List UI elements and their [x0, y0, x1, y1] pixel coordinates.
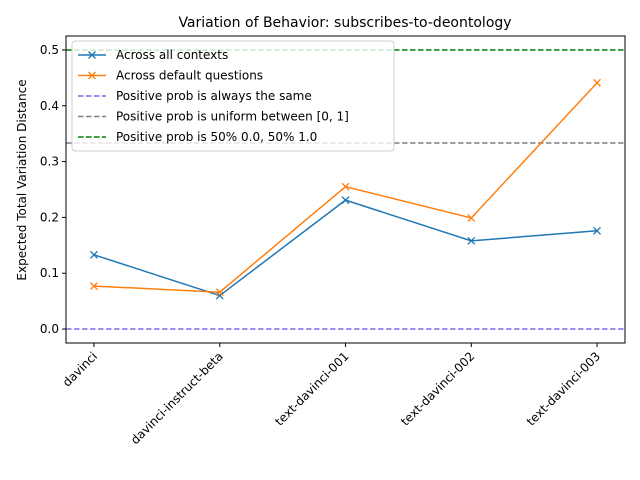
- legend-marker: [88, 71, 96, 80]
- data-point: [593, 226, 602, 235]
- y-tick-label: 0.0: [40, 322, 59, 336]
- data-point: [341, 196, 350, 205]
- data-point: [215, 288, 224, 297]
- chart-title: Variation of Behavior: subscribes-to-deo…: [178, 15, 511, 31]
- x-tick-label: davinci: [60, 349, 100, 389]
- y-axis: 0.0 0.1 0.2 0.3 0.4 0.5: [40, 43, 66, 336]
- legend-marker: [88, 51, 96, 59]
- legend-label: Across all contexts: [116, 48, 228, 62]
- data-point: [467, 214, 476, 222]
- y-tick-label: 0.4: [40, 99, 59, 113]
- y-axis-label: Expected Total Variation Distance: [15, 79, 29, 280]
- x-tick-label: text-davinci-003: [524, 349, 603, 428]
- y-tick-label: 0.1: [40, 266, 59, 280]
- legend-label: Positive prob is 50% 0.0, 50% 1.0: [116, 130, 317, 144]
- y-tick-label: 0.3: [40, 155, 59, 169]
- legend: Across all contexts Across default questi…: [71, 40, 395, 152]
- data-point: [215, 291, 224, 300]
- x-tick-label: text-davinci-002: [398, 349, 477, 428]
- x-axis: davinci davinci-instruct-beta text-davinci…: [60, 343, 603, 447]
- data-point: [467, 236, 476, 245]
- y-tick-label: 0.5: [40, 43, 59, 57]
- data-point: [341, 182, 350, 191]
- series-line-1: [93, 199, 598, 297]
- y-tick-label: 0.2: [40, 210, 59, 224]
- data-point: [89, 282, 98, 291]
- legend-box: [71, 40, 395, 152]
- x-tick-label: davinci-instruct-beta: [128, 349, 226, 447]
- legend-label: Positive prob is uniform between [0, 1]: [116, 110, 349, 124]
- data-point: [593, 78, 602, 87]
- data-point: [89, 250, 98, 259]
- x-tick-label: text-davinci-001: [272, 349, 351, 428]
- legend-label: Positive prob is always the same: [116, 89, 312, 103]
- series-lines: [89, 78, 602, 300]
- legend-label: Across default questions: [116, 69, 263, 83]
